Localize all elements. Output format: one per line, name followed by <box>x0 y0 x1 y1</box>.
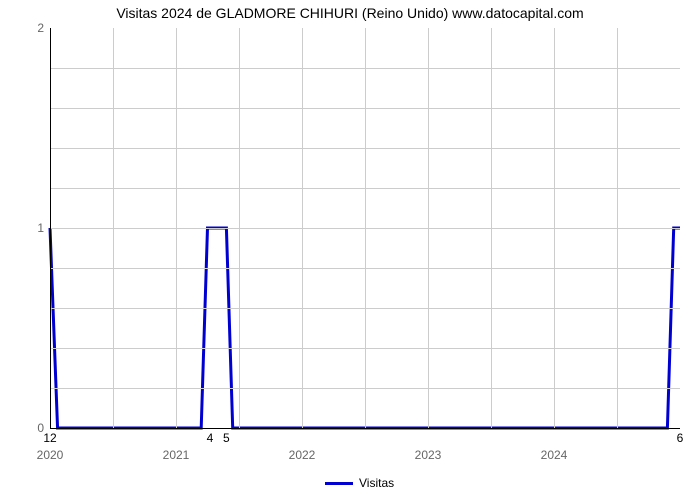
x-tick-label: 2023 <box>415 448 442 462</box>
x-tick-label: 2024 <box>541 448 568 462</box>
y-tick-label: 0 <box>22 421 44 435</box>
grid-line-horizontal <box>50 388 680 389</box>
x-tick-label: 2021 <box>163 448 190 462</box>
y-tick-label: 2 <box>22 21 44 35</box>
y-tick-label: 1 <box>22 221 44 235</box>
grid-line-horizontal-major <box>50 228 680 229</box>
grid-line-horizontal <box>50 268 680 269</box>
grid-line-horizontal <box>50 188 680 189</box>
legend-swatch <box>325 482 353 485</box>
x-axis-line <box>50 428 680 429</box>
plot-area <box>50 28 680 428</box>
chart-title: Visitas 2024 de GLADMORE CHIHURI (Reino … <box>0 5 700 21</box>
data-point-label: 12 <box>43 431 56 445</box>
grid-line-horizontal <box>50 148 680 149</box>
chart-container: Visitas 2024 de GLADMORE CHIHURI (Reino … <box>0 0 700 500</box>
grid-line-horizontal <box>50 108 680 109</box>
y-axis-line <box>50 28 51 428</box>
grid-line-horizontal <box>50 308 680 309</box>
x-tick-label: 2020 <box>37 448 64 462</box>
x-tick-label: 2022 <box>289 448 316 462</box>
data-point-label: 6 <box>677 431 684 445</box>
legend: Visitas <box>325 476 394 490</box>
data-point-label: 4 <box>207 431 214 445</box>
grid-line-horizontal <box>50 348 680 349</box>
data-point-label: 5 <box>223 431 230 445</box>
legend-label: Visitas <box>359 476 394 490</box>
grid-line-horizontal <box>50 68 680 69</box>
